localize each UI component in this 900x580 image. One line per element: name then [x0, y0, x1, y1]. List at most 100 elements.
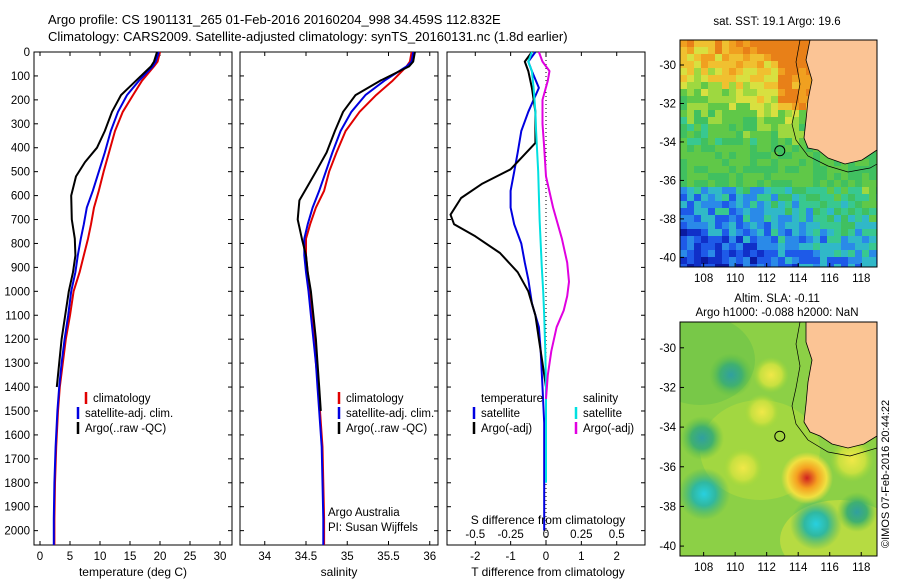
sst-pixel — [792, 138, 800, 146]
x-tick-label: 15 — [124, 551, 137, 563]
sst-pixel — [687, 180, 695, 188]
sst-pixel — [855, 229, 863, 237]
map-x-tick-label: 112 — [758, 273, 776, 285]
depth-tick-label: 2000 — [4, 526, 30, 538]
sst-pixel — [701, 89, 709, 97]
sst-pixel — [736, 75, 744, 83]
sst-pixel — [694, 145, 702, 153]
temperature-x-axis: 0 5 10 15 20 25 30 — [37, 52, 226, 563]
sst-pixel — [694, 75, 702, 83]
sst-pixel — [680, 187, 688, 195]
sst-pixel — [820, 166, 828, 174]
map-y-tick-label: -40 — [659, 541, 676, 553]
sst-pixel — [708, 54, 716, 62]
sst-pixel — [687, 89, 695, 97]
sst-pixel — [799, 82, 807, 90]
sst-pixel — [680, 159, 688, 167]
sst-pixel — [736, 152, 744, 160]
sst-pixel — [715, 250, 723, 258]
sst-pixel — [827, 194, 835, 202]
salinity-legend: climatology satellite-adj. clim. Argo(..… — [328, 392, 434, 534]
sst-pixel — [694, 82, 702, 90]
sst-pixel — [792, 145, 800, 153]
sst-pixel — [792, 89, 800, 97]
sst-pixel — [701, 117, 709, 125]
sst-pixel — [708, 173, 716, 181]
s-difference-tick-labels: -0.5 -0.25 0 0.25 0.5 — [465, 529, 624, 541]
sst-pixel — [799, 250, 807, 258]
sst-pixel — [743, 131, 751, 139]
sst-pixel — [834, 229, 842, 237]
sst-pixel — [708, 103, 716, 111]
sst-pixel — [841, 215, 849, 223]
legend-argo-label: Argo(..raw -QC) — [346, 423, 427, 435]
sst-pixel — [757, 110, 765, 118]
sst-pixel — [841, 166, 849, 174]
sst-pixel — [722, 194, 730, 202]
sst-pixel — [785, 159, 793, 167]
sst-pixel — [750, 229, 758, 237]
sst-pixel — [757, 215, 765, 223]
sst-pixel — [771, 75, 779, 83]
sst-pixel — [729, 159, 737, 167]
sst-pixel — [855, 250, 863, 258]
sst-pixel — [827, 229, 835, 237]
sst-pixel — [820, 250, 828, 258]
sst-pixel — [771, 264, 779, 267]
sst-pixel — [806, 236, 814, 244]
sst-pixel — [687, 138, 695, 146]
sst-pixel — [715, 124, 723, 132]
sst-pixel — [722, 264, 730, 267]
sst-pixel — [785, 110, 793, 118]
sst-pixel — [680, 96, 688, 104]
sst-pixel — [820, 264, 828, 267]
sst-pixel — [792, 75, 800, 83]
sst-pixel — [792, 173, 800, 181]
sst-pixel — [792, 82, 800, 90]
sst-pixel — [813, 166, 821, 174]
sst-pixel — [680, 89, 688, 97]
difference-legend: temperature salinity satellite Argo(-adj… — [472, 393, 634, 435]
sst-pixel — [708, 47, 716, 55]
sst-pixel — [750, 89, 758, 97]
sst-pixel — [757, 208, 765, 216]
sst-pixel — [722, 117, 730, 125]
sst-land-mass — [803, 40, 877, 165]
map-x-tick-label: 108 — [694, 273, 713, 285]
sst-pixel — [736, 159, 744, 167]
sst-pixel — [687, 117, 695, 125]
sst-pixel — [848, 166, 856, 174]
sst-pixel — [715, 180, 723, 188]
sst-pixel — [722, 96, 730, 104]
sst-pixel — [729, 236, 737, 244]
sst-pixel — [771, 208, 779, 216]
sst-pixel — [792, 124, 800, 132]
sst-pixel — [680, 152, 688, 160]
sst-pixel — [750, 236, 758, 244]
sst-pixel — [855, 180, 863, 188]
sst-pixel — [694, 110, 702, 118]
sst-pixel — [708, 61, 716, 69]
sst-pixel — [701, 145, 709, 153]
sst-pixel — [708, 180, 716, 188]
sst-pixel — [785, 54, 793, 62]
sst-pixel — [827, 201, 835, 209]
sst-pixel — [806, 173, 814, 181]
sst-pixel — [743, 222, 751, 230]
sst-pixel — [708, 264, 716, 267]
sst-pixel — [736, 222, 744, 230]
sst-pixel — [813, 159, 821, 167]
depth-tick-label: 1600 — [4, 430, 30, 442]
sst-pixel — [694, 124, 702, 132]
sst-pixel — [715, 117, 723, 125]
sst-pixel — [694, 229, 702, 237]
sst-pixel — [729, 229, 737, 237]
sst-pixel — [708, 159, 716, 167]
map-y-tick-label: -34 — [659, 137, 676, 149]
sst-pixel — [813, 229, 821, 237]
sst-pixel — [771, 194, 779, 202]
sst-pixel — [813, 152, 821, 160]
sst-pixel — [694, 61, 702, 69]
sst-pixel — [750, 187, 758, 195]
sst-pixel — [778, 124, 786, 132]
